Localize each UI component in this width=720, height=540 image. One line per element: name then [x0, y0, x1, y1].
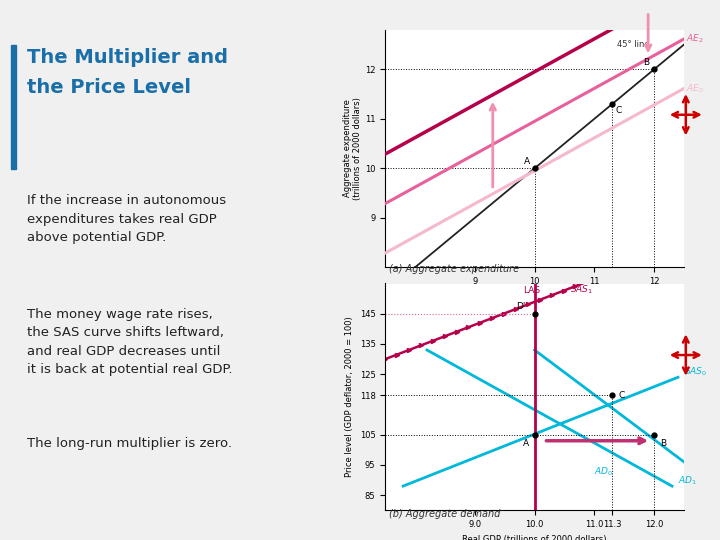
Text: $SAS_1$: $SAS_1$	[570, 284, 593, 296]
Y-axis label: Price level (GDP deflator, 2000 = 100): Price level (GDP deflator, 2000 = 100)	[345, 316, 354, 477]
Text: If the increase in autonomous
expenditures takes real GDP
above potential GDP.: If the increase in autonomous expenditur…	[27, 194, 226, 245]
Bar	[12, 45, 16, 168]
Text: The long-run multiplier is zero.: The long-run multiplier is zero.	[27, 437, 232, 450]
Text: The money wage rate rises,
the SAS curve shifts leftward,
and real GDP decreases: The money wage rate rises, the SAS curve…	[27, 308, 233, 376]
Text: A: A	[523, 157, 530, 166]
Text: C: C	[616, 106, 622, 115]
X-axis label: Real GDP (trillions of 2000 dollars): Real GDP (trillions of 2000 dollars)	[462, 292, 607, 301]
Text: B: B	[643, 58, 649, 68]
Text: $AE_0$: $AE_0$	[686, 82, 704, 94]
Text: D': D'	[516, 302, 526, 310]
Text: $AE_2$: $AE_2$	[686, 33, 704, 45]
Text: $AD_0$: $AD_0$	[595, 465, 613, 477]
Text: (a) Aggregate expenditure: (a) Aggregate expenditure	[389, 264, 519, 274]
Text: The Multiplier and: The Multiplier and	[27, 48, 228, 66]
Text: 45° line: 45° line	[617, 40, 649, 49]
X-axis label: Real GDP (trillions of 2000 dollars): Real GDP (trillions of 2000 dollars)	[462, 535, 607, 540]
Y-axis label: Aggregate expenditure
(trillions of 2000 dollars): Aggregate expenditure (trillions of 2000…	[343, 97, 362, 200]
Text: LAS: LAS	[523, 286, 540, 295]
Text: $AD_1$: $AD_1$	[678, 474, 697, 487]
Text: C: C	[618, 391, 624, 400]
Text: A: A	[523, 439, 528, 448]
Text: B: B	[660, 439, 666, 448]
Text: $SAS_0$: $SAS_0$	[684, 365, 707, 377]
Text: (b) Aggregate demand: (b) Aggregate demand	[389, 509, 500, 519]
Text: the Price Level: the Price Level	[27, 78, 191, 97]
